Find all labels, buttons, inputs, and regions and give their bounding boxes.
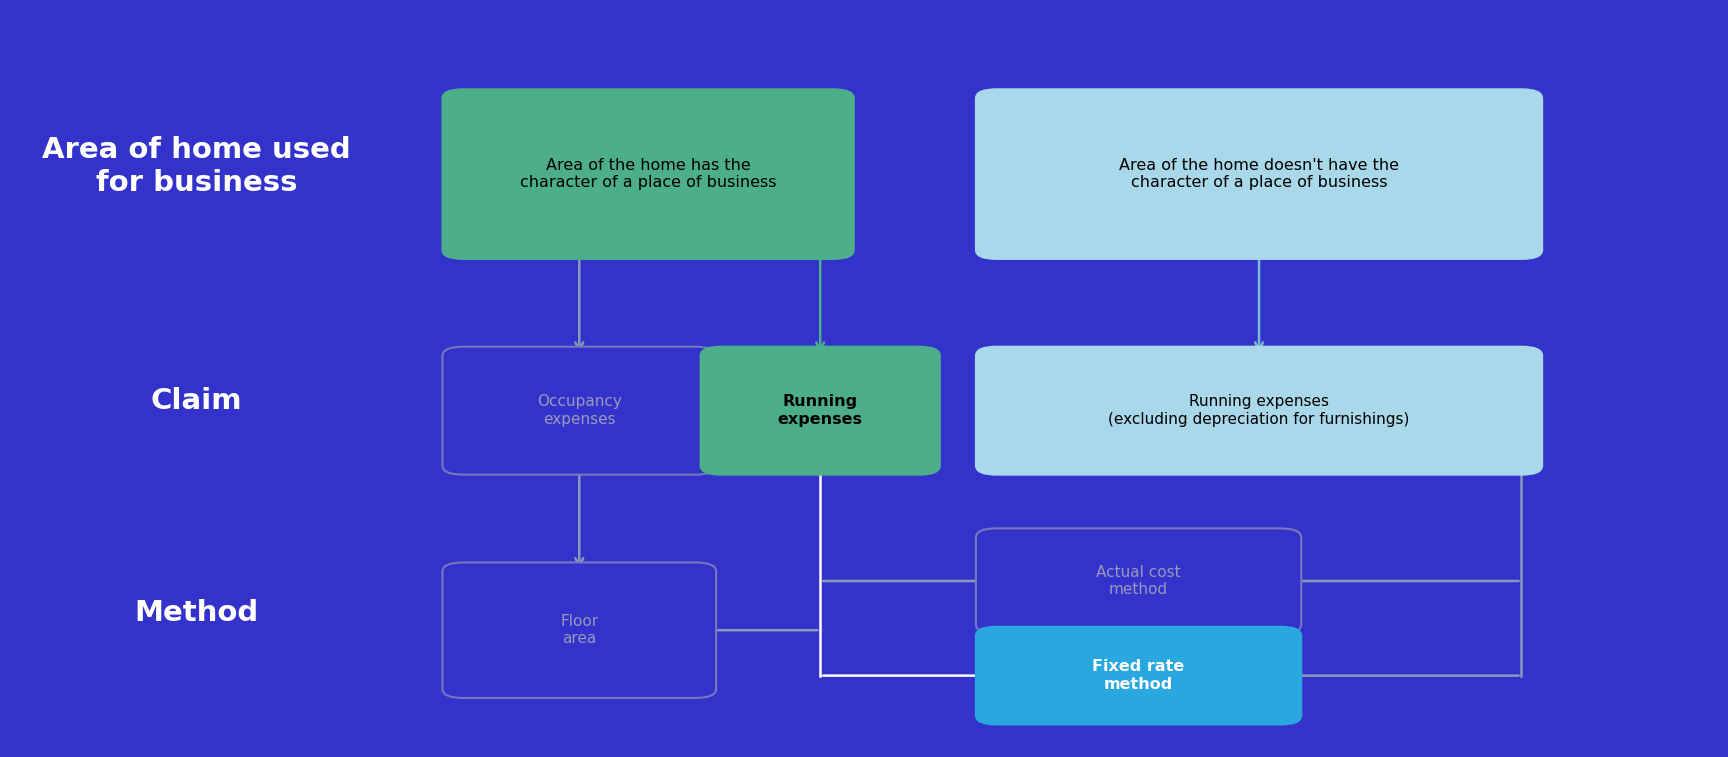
Text: Occupancy
expenses: Occupancy expenses <box>537 394 622 427</box>
Text: Area of the home has the
character of a place of business: Area of the home has the character of a … <box>520 158 776 190</box>
FancyBboxPatch shape <box>976 627 1301 724</box>
Text: Claim: Claim <box>150 388 242 415</box>
FancyBboxPatch shape <box>700 347 940 475</box>
Text: Method: Method <box>135 600 259 627</box>
FancyBboxPatch shape <box>976 528 1301 634</box>
Text: Floor
area: Floor area <box>560 614 598 646</box>
FancyBboxPatch shape <box>442 89 854 259</box>
Text: Running
expenses: Running expenses <box>778 394 862 427</box>
FancyBboxPatch shape <box>442 562 715 698</box>
FancyBboxPatch shape <box>976 347 1541 475</box>
FancyBboxPatch shape <box>976 89 1541 259</box>
FancyBboxPatch shape <box>442 347 715 475</box>
Text: Fixed rate
method: Fixed rate method <box>1092 659 1185 692</box>
Text: Area of home used
for business: Area of home used for business <box>41 136 351 197</box>
Text: Running expenses
(excluding depreciation for furnishings): Running expenses (excluding depreciation… <box>1108 394 1410 427</box>
Text: Area of the home doesn't have the
character of a place of business: Area of the home doesn't have the charac… <box>1120 158 1400 190</box>
Text: Actual cost
method: Actual cost method <box>1096 565 1180 597</box>
